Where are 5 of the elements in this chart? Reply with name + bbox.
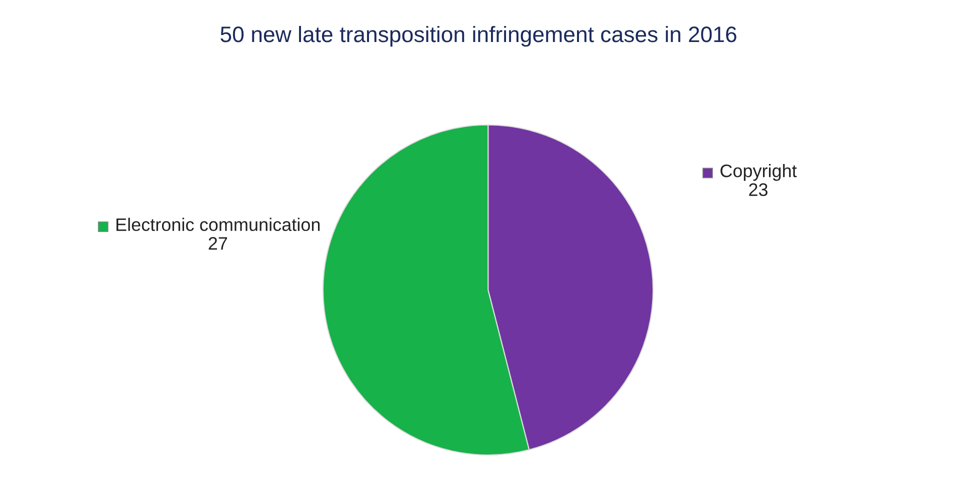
legend-label: Copyright (720, 164, 797, 181)
data-label: 23 (749, 183, 768, 196)
data-label: 27 (208, 237, 228, 250)
legend-label: Electronic communication (116, 218, 320, 232)
chart-title: 50 new late transposition infringement cases in 2016 (220, 26, 736, 47)
